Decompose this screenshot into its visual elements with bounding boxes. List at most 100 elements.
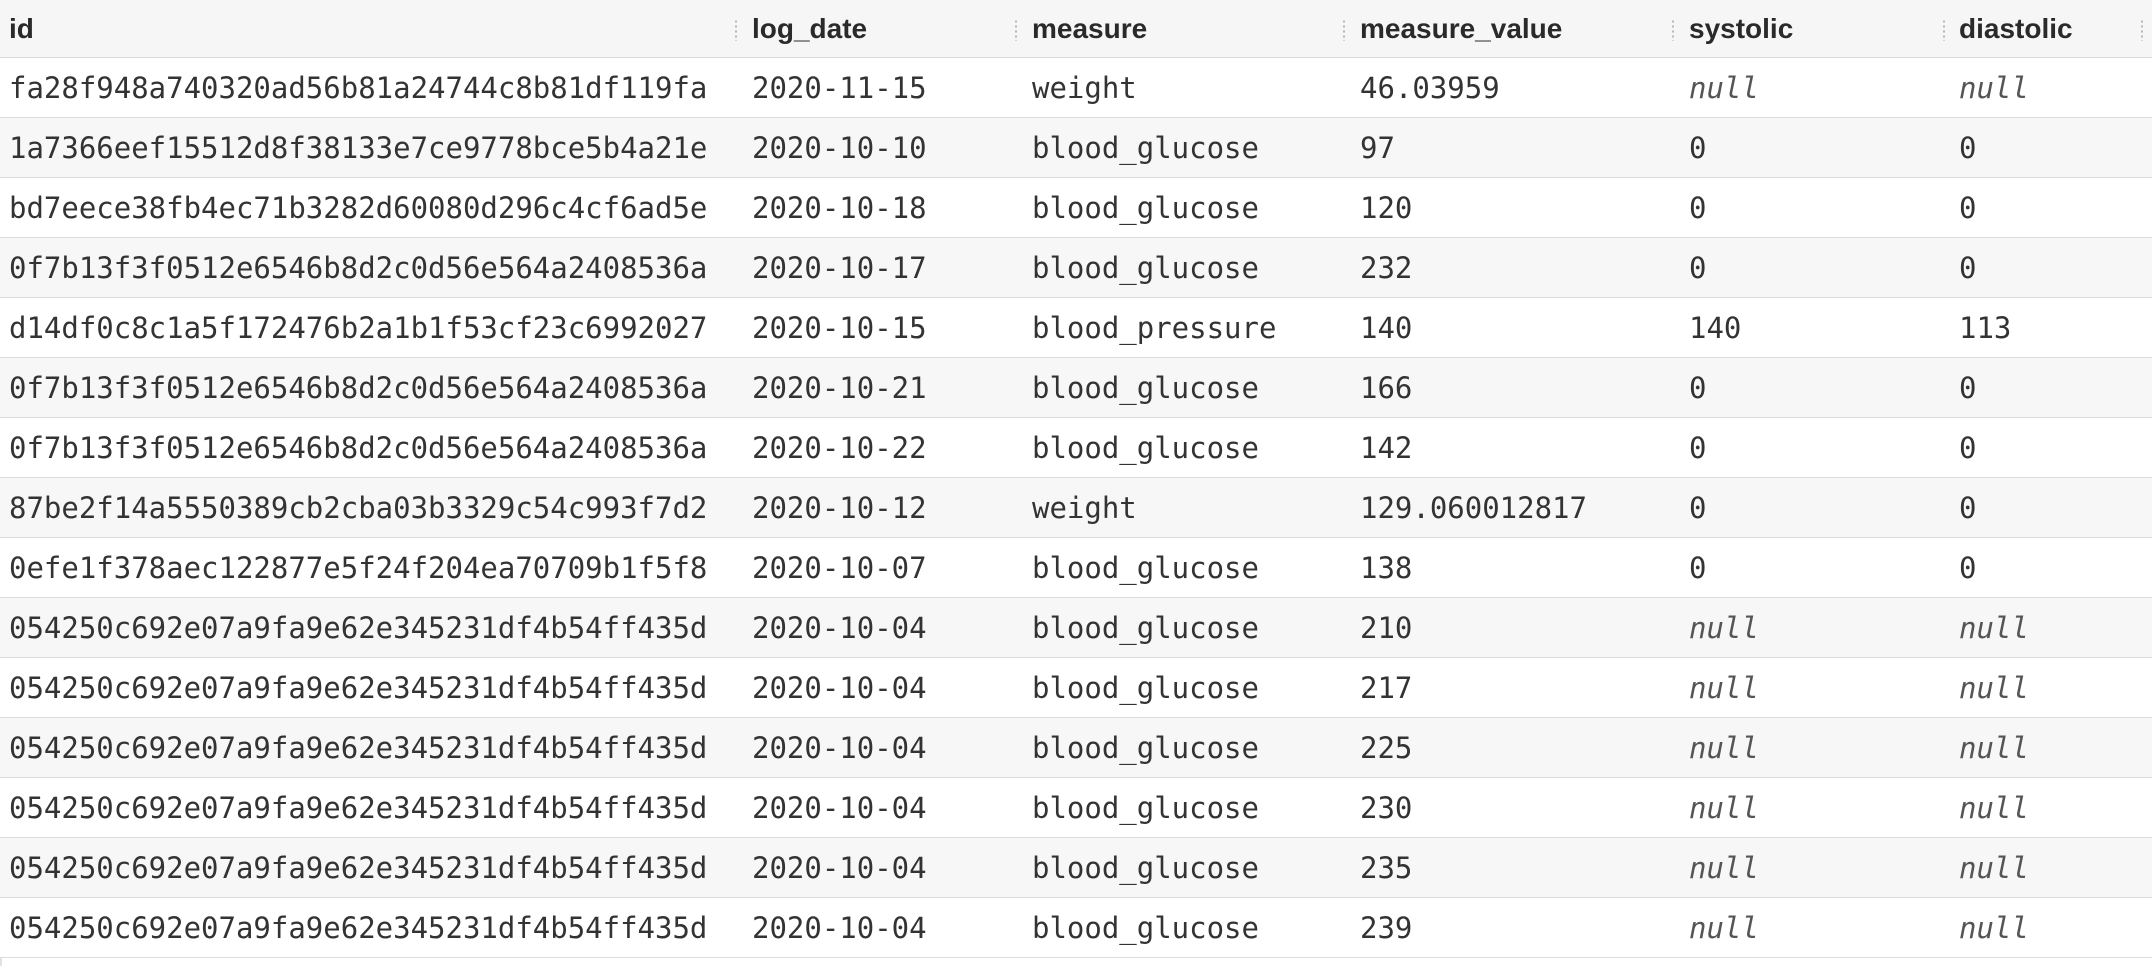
cell-id[interactable]: 054250c692e07a9fa9e62e345231df4b54ff435d [9,671,708,705]
cell-measure[interactable]: blood_glucose [1032,431,1259,465]
cell-id[interactable]: 87be2f14a5550389cb2cba03b3329c54c993f7d2 [9,491,708,525]
column-header-id[interactable]: id [9,13,34,44]
cell-log-date[interactable]: 2020-10-10 [752,131,927,165]
cell-systolic[interactable]: null [1689,911,1759,945]
cell-id[interactable]: 1a7366eef15512d8f38133e7ce9778bce5b4a21e [9,131,708,165]
table-row[interactable]: 0efe1f378aec122877e5f24f204ea70709b1f5f8… [0,538,2152,598]
cell-diastolic[interactable]: null [1959,731,2029,765]
cell-diastolic[interactable]: null [1959,671,2029,705]
cell-systolic[interactable]: null [1689,671,1759,705]
cell-log-date[interactable]: 2020-10-15 [752,311,927,345]
cell-log-date[interactable]: 2020-10-12 [752,491,927,525]
cell-id[interactable]: 054250c692e07a9fa9e62e345231df4b54ff435d [9,851,708,885]
table-row[interactable]: 054250c692e07a9fa9e62e345231df4b54ff435d… [0,718,2152,778]
table-row[interactable]: 0f7b13f3f0512e6546b8d2c0d56e564a2408536a… [0,238,2152,298]
cell-measure-value[interactable]: 235 [1360,851,1413,885]
cell-id[interactable]: 054250c692e07a9fa9e62e345231df4b54ff435d [9,791,708,825]
cell-id[interactable]: fa28f948a740320ad56b81a24744c8b81df119fa [9,71,708,105]
table-row[interactable]: 054250c692e07a9fa9e62e345231df4b54ff435d… [0,658,2152,718]
cell-diastolic[interactable]: 0 [1959,431,1977,465]
cell-systolic[interactable]: 0 [1689,191,1707,225]
cell-measure[interactable]: blood_pressure [1032,311,1277,345]
cell-measure[interactable]: blood_glucose [1032,611,1259,645]
cell-measure[interactable]: blood_glucose [1032,371,1259,405]
table-row[interactable]: d14df0c8c1a5f172476b2a1b1f53cf23c6992027… [0,298,2152,358]
cell-systolic[interactable]: null [1689,731,1759,765]
cell-diastolic[interactable]: 0 [1959,491,1977,525]
cell-measure-value[interactable]: 46.03959 [1360,71,1500,105]
table-row[interactable]: 054250c692e07a9fa9e62e345231df4b54ff435d… [0,898,2152,958]
cell-systolic[interactable]: 0 [1689,431,1707,465]
table-row[interactable]: 0f7b13f3f0512e6546b8d2c0d56e564a2408536a… [0,418,2152,478]
cell-log-date[interactable]: 2020-10-21 [752,371,927,405]
cell-measure-value[interactable]: 230 [1360,791,1413,825]
cell-measure-value[interactable]: 232 [1360,251,1413,285]
cell-systolic[interactable]: null [1689,791,1759,825]
cell-id[interactable]: bd7eece38fb4ec71b3282d60080d296c4cf6ad5e [9,191,708,225]
cell-systolic[interactable]: 0 [1689,491,1707,525]
cell-measure-value[interactable]: 217 [1360,671,1413,705]
cell-systolic[interactable]: 0 [1689,371,1707,405]
cell-id[interactable]: 0f7b13f3f0512e6546b8d2c0d56e564a2408536a [9,251,708,285]
cell-systolic[interactable]: null [1689,71,1759,105]
cell-log-date[interactable]: 2020-10-04 [752,731,927,765]
cell-measure[interactable]: blood_glucose [1032,251,1259,285]
cell-diastolic[interactable]: null [1959,71,2029,105]
cell-log-date[interactable]: 2020-10-17 [752,251,927,285]
cell-id[interactable]: d14df0c8c1a5f172476b2a1b1f53cf23c6992027 [9,311,708,345]
cell-id[interactable]: 054250c692e07a9fa9e62e345231df4b54ff435d [9,611,708,645]
cell-id[interactable]: 0f7b13f3f0512e6546b8d2c0d56e564a2408536a [9,431,708,465]
column-header-diastolic[interactable]: diastolic [1959,13,2073,44]
column-resize-handle[interactable] [1013,19,1019,41]
cell-log-date[interactable]: 2020-10-04 [752,851,927,885]
cell-id[interactable]: 0f7b13f3f0512e6546b8d2c0d56e564a2408536a [9,371,708,405]
cell-log-date[interactable]: 2020-10-07 [752,551,927,585]
table-row[interactable]: 1a7366eef15512d8f38133e7ce9778bce5b4a21e… [0,118,2152,178]
cell-log-date[interactable]: 2020-10-04 [752,911,927,945]
column-header-log-date[interactable]: log_date [752,13,868,44]
cell-systolic[interactable]: null [1689,851,1759,885]
cell-diastolic[interactable]: null [1959,911,2029,945]
column-resize-handle[interactable] [2139,19,2145,41]
cell-measure-value[interactable]: 120 [1360,191,1413,225]
cell-measure-value[interactable]: 97 [1360,131,1395,165]
cell-systolic[interactable]: 0 [1689,251,1707,285]
cell-systolic[interactable]: null [1689,611,1759,645]
cell-id[interactable]: 0efe1f378aec122877e5f24f204ea70709b1f5f8 [9,551,708,585]
table-row[interactable]: 054250c692e07a9fa9e62e345231df4b54ff435d… [0,598,2152,658]
cell-log-date[interactable]: 2020-10-22 [752,431,927,465]
cell-diastolic[interactable]: 0 [1959,251,1977,285]
cell-measure[interactable]: blood_glucose [1032,911,1259,945]
cell-systolic[interactable]: 0 [1689,551,1707,585]
cell-diastolic[interactable]: 0 [1959,191,1977,225]
cell-diastolic[interactable]: 113 [1959,311,2012,345]
column-resize-handle[interactable] [1670,19,1676,41]
cell-measure[interactable]: weight [1032,71,1137,105]
cell-measure-value[interactable]: 225 [1360,731,1413,765]
cell-id[interactable]: 054250c692e07a9fa9e62e345231df4b54ff435d [9,911,708,945]
cell-log-date[interactable]: 2020-11-15 [752,71,927,105]
cell-systolic[interactable]: 140 [1689,311,1742,345]
table-row[interactable]: fa28f948a740320ad56b81a24744c8b81df119fa… [0,58,2152,118]
cell-measure[interactable]: weight [1032,491,1137,525]
cell-measure-value[interactable]: 140 [1360,311,1413,345]
column-header-measure[interactable]: measure [1032,13,1148,44]
column-header-systolic[interactable]: systolic [1689,13,1794,44]
cell-systolic[interactable]: 0 [1689,131,1707,165]
cell-measure-value[interactable]: 210 [1360,611,1413,645]
cell-measure[interactable]: blood_glucose [1032,791,1259,825]
cell-id[interactable]: 054250c692e07a9fa9e62e345231df4b54ff435d [9,731,708,765]
cell-measure-value[interactable]: 239 [1360,911,1413,945]
column-resize-handle[interactable] [733,19,739,41]
cell-log-date[interactable]: 2020-10-04 [752,611,927,645]
cell-diastolic[interactable]: 0 [1959,551,1977,585]
column-resize-handle[interactable] [1341,19,1347,41]
table-row[interactable]: 0f7b13f3f0512e6546b8d2c0d56e564a2408536a… [0,358,2152,418]
table-row[interactable]: 054250c692e07a9fa9e62e345231df4b54ff435d… [0,778,2152,838]
cell-measure[interactable]: blood_glucose [1032,191,1259,225]
table-row[interactable]: bd7eece38fb4ec71b3282d60080d296c4cf6ad5e… [0,178,2152,238]
cell-measure-value[interactable]: 138 [1360,551,1413,585]
cell-diastolic[interactable]: 0 [1959,131,1977,165]
cell-measure[interactable]: blood_glucose [1032,551,1259,585]
